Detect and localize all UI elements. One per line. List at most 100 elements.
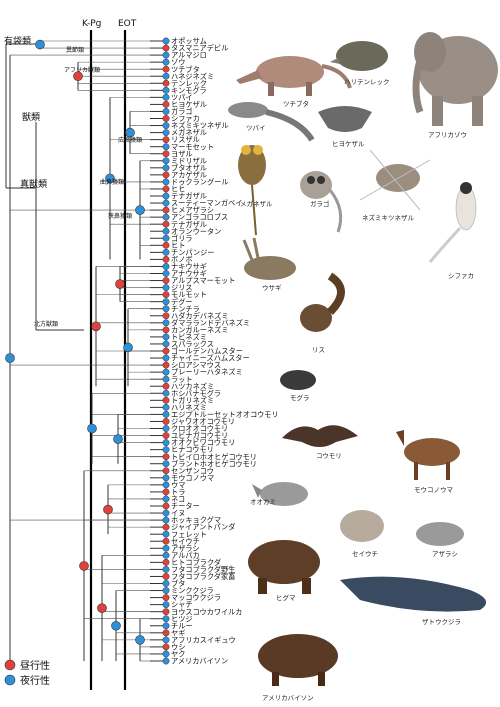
tip-dot <box>162 509 170 517</box>
tip-dot <box>162 418 170 425</box>
species-label: オランウータン <box>171 227 221 236</box>
species-label: ネコ <box>171 495 185 504</box>
tip-dot <box>162 206 170 214</box>
ancestral-node <box>97 603 107 613</box>
species-label: デグー <box>171 297 193 306</box>
svg-text:アフリカゾウ: アフリカゾウ <box>428 131 467 139</box>
tip-dot <box>162 523 170 531</box>
tarsier-illustration: メガネザル <box>238 145 273 236</box>
ancestral-node <box>111 620 121 631</box>
species-label: フェレット <box>171 530 207 539</box>
galago-illustration: ガラゴ <box>300 171 343 233</box>
species-label: ゾウ <box>171 58 185 67</box>
tip-dot <box>162 615 170 623</box>
tip-dot <box>162 573 170 580</box>
tip-dot <box>162 629 170 637</box>
species-label: ブタオザル <box>171 163 207 172</box>
ancestral-node <box>135 205 145 215</box>
clade-labels: 有袋類 獣類 真獣類 異節類 アフリカ獣類 北方獣類 広鼻猿類 曲鼻猿類 狭鼻猿… <box>4 35 142 328</box>
tip-dot <box>162 551 170 559</box>
svg-text:ウサギ: ウサギ <box>262 284 282 292</box>
species-label: マッコウクジラ <box>171 593 221 602</box>
tip-dot <box>162 234 170 242</box>
eot-label: EOT <box>118 19 137 29</box>
tip-dot <box>162 565 170 573</box>
walrus-illustration: セイウチ <box>340 510 384 558</box>
tip-dot <box>162 537 170 545</box>
species-label: ダマラランドデバネズミ <box>171 318 250 327</box>
species-label: シファカ <box>171 114 200 123</box>
species-label: ホシバナモグラ <box>171 389 221 398</box>
tip-dot <box>162 270 170 277</box>
tip-dot <box>162 354 170 362</box>
tip-dot <box>162 312 170 320</box>
tip-dot <box>162 361 170 369</box>
bat-illustration: コウモリ <box>282 425 358 460</box>
species-label: テナガザル <box>171 220 207 229</box>
treeshrew-illustration: ツパイ <box>228 102 315 142</box>
tip-dot <box>162 425 170 432</box>
wolf-illustration: オオカミ <box>250 482 308 506</box>
tip-dot <box>162 544 170 552</box>
tip-dot <box>162 657 170 665</box>
clade-mammals: 獣類 <box>22 111 40 123</box>
tip-dot <box>162 157 170 165</box>
species-label: ネズミキツネザル <box>171 121 229 130</box>
legend: 昼行性 夜行性 <box>4 659 50 687</box>
tip-dot <box>162 474 170 482</box>
tip-dot <box>162 622 170 630</box>
ancestral-node <box>87 423 97 434</box>
species-label: トビネズミ <box>171 333 207 342</box>
species-label: ツチブタ <box>171 65 200 74</box>
species-label: メガネザル <box>171 128 207 137</box>
species-label: アンゴラコロブス <box>171 213 228 222</box>
tip-dot <box>162 446 170 454</box>
clade-afrotheria: アフリカ獣類 <box>64 66 100 74</box>
colugo-illustration: ヒヨケザル <box>318 106 372 148</box>
species-label: モルモット <box>171 290 207 299</box>
brown-bear-illustration: ヒグマ <box>248 540 320 602</box>
species-label: チルー <box>171 621 193 630</box>
svg-text:ツパイ: ツパイ <box>246 124 266 132</box>
tip-dot <box>162 594 170 602</box>
ancestral-node <box>115 279 125 289</box>
seal-illustration: アザラシ <box>416 522 464 558</box>
species-label: ゴリラ <box>171 234 193 243</box>
ancestral-node <box>5 353 15 363</box>
squirrel-illustration: リス <box>300 272 345 354</box>
svg-text:モウコノウマ: モウコノウマ <box>414 486 454 494</box>
clade-platyrrhini: 広鼻猿類 <box>118 136 142 144</box>
tip-dot <box>162 467 170 475</box>
tip-dot <box>162 495 170 503</box>
tip-dot <box>162 333 170 341</box>
species-label: アカゲザル <box>171 170 207 179</box>
tip-dot <box>162 79 170 87</box>
clade-marsupials: 有袋類 <box>4 35 31 47</box>
species-tips: オポッサムタスマニアデビルアルマジロゾウツチブタハネジネズミテンレックキンモグラ… <box>162 37 279 666</box>
svg-text:ヒグマ: ヒグマ <box>276 593 296 602</box>
species-label: ヒツジ <box>171 614 193 623</box>
species-label: ナキウサギ <box>171 262 207 271</box>
tip-dot <box>162 326 170 334</box>
tip-dot <box>162 319 170 327</box>
tip-dot <box>162 608 170 616</box>
ancestral-node <box>135 635 145 645</box>
mouse-lemur-illustration: ネズミキツネザル <box>359 149 431 222</box>
clade-eutherians: 真獣類 <box>20 178 47 190</box>
tip-dot <box>162 93 170 101</box>
species-label: ヒナコウモリ <box>171 445 214 454</box>
species-label: チーター <box>171 502 200 511</box>
tip-dot <box>162 382 170 390</box>
sifaka-illustration: シファカ <box>428 182 477 280</box>
svg-text:セイウチ: セイウチ <box>352 550 378 558</box>
tip-dot <box>162 58 170 66</box>
tip-dot <box>162 375 170 383</box>
species-label: ヤク <box>171 650 185 659</box>
tip-dot <box>162 643 170 651</box>
tip-dot <box>162 530 170 538</box>
species-label: トラ <box>171 488 185 497</box>
animal-illustrations: ツチブタ ハリテンレック アフリカゾウ ツパイ ヒヨケザル <box>228 32 498 702</box>
tip-dot <box>162 171 170 179</box>
tip-dot <box>162 248 170 256</box>
tip-dot <box>162 410 170 418</box>
